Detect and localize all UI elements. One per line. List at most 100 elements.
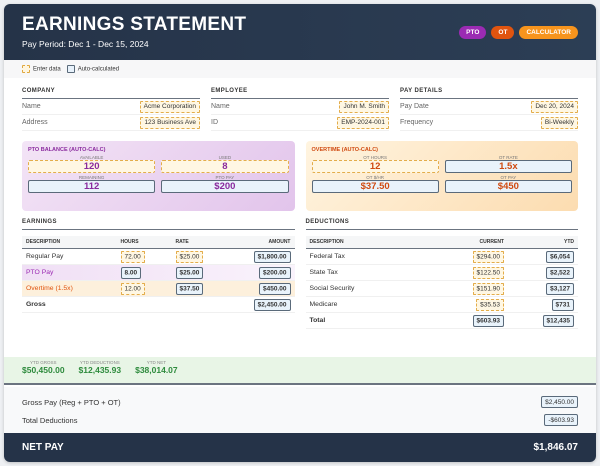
pto-remaining-label: REMAINING xyxy=(78,175,105,180)
gross-value: $2,450.00 xyxy=(253,298,291,311)
ytd-summary: YTD GROSS $50,450.00 YTD DEDUCTIONS $12,43… xyxy=(4,357,596,385)
ytd-deductions-label: YTD DEDUCTIONS xyxy=(79,360,120,365)
row-desc: Overtime (1.5x) xyxy=(26,285,73,292)
pto-pay-value: $200 xyxy=(161,180,289,193)
page-title: EARNINGS STATEMENT xyxy=(22,14,247,35)
ytd-gross-label: YTD GROSS xyxy=(30,360,57,365)
total-current-value: $603.93 xyxy=(472,314,504,327)
earnings-heading: EARNINGS xyxy=(22,219,295,230)
ot-rate-value: 1.5x xyxy=(444,160,572,173)
summary-deductions-value: -$603.93 xyxy=(544,414,578,426)
current-input[interactable]: $151.90 xyxy=(472,282,504,295)
overtime-panel: OVERTIME (AUTO-CALC) OT HOURS 12 OT RATE 1… xyxy=(305,141,578,211)
legend-enter: Enter data xyxy=(22,65,61,73)
current-input[interactable]: $122.50 xyxy=(472,266,504,279)
pay-details-section: PAY DETAILS Pay Date Dec 20, 2024 Frequen… xyxy=(400,88,578,131)
hours-input[interactable]: 72.00 xyxy=(120,250,145,263)
col-description: DESCRIPTION xyxy=(26,239,61,245)
employee-id-label: ID xyxy=(211,119,218,126)
ytd-net-value: $38,014.07 xyxy=(135,365,178,375)
legend-auto-label: Auto-calculated xyxy=(77,66,120,73)
employee-section: EMPLOYEE Name John M. Smith ID EMP-2024-00… xyxy=(211,88,389,131)
company-name-input[interactable]: Acme Corporation xyxy=(139,100,200,113)
pto-available-label: AVAILABLE xyxy=(79,155,104,160)
row-desc: State Tax xyxy=(309,269,338,276)
company-section: COMPANY Name Acme Corporation Address 123 … xyxy=(22,88,200,131)
auto-swatch-icon xyxy=(66,65,75,73)
header: EARNINGS STATEMENT Pay Period: Dec 1 - D… xyxy=(4,4,596,60)
deductions-heading: DEDUCTIONS xyxy=(305,219,578,230)
pay-period: Pay Period: Dec 1 - Dec 15, 2024 xyxy=(22,39,149,49)
row-desc: Regular Pay xyxy=(26,253,64,260)
amount-value: $200.00 xyxy=(259,266,291,279)
pto-pay-label: PTO PAY xyxy=(215,175,235,180)
col-amount: AMOUNT xyxy=(268,239,291,245)
company-heading: COMPANY xyxy=(22,88,200,99)
gross-row: Gross $2,450.00 xyxy=(22,297,295,313)
frequency-input[interactable]: Bi-Weekly xyxy=(540,116,578,129)
row-desc: Federal Tax xyxy=(309,253,345,260)
row-desc: Medicare xyxy=(309,301,338,308)
ot-rate-label: OT RATE xyxy=(498,155,518,160)
rate-value: $37.50 xyxy=(175,282,204,295)
ot-hours-label: OT HOURS xyxy=(363,155,387,160)
ytd-value: $3,127 xyxy=(546,282,574,295)
row-desc: Social Security xyxy=(309,285,355,292)
ytd-value: $731 xyxy=(551,298,574,311)
employee-name-input[interactable]: John M. Smith xyxy=(339,100,389,113)
earnings-statement: EARNINGS STATEMENT Pay Period: Dec 1 - D… xyxy=(4,4,596,462)
table-row: State Tax $122.50 $2,522 xyxy=(305,265,578,281)
pay-details-heading: PAY DETAILS xyxy=(400,88,578,99)
pto-available-input[interactable]: 120 xyxy=(28,160,156,173)
table-row: Federal Tax $294.00 $6,054 xyxy=(305,249,578,265)
company-name-label: Name xyxy=(22,103,41,110)
current-input[interactable]: $35.53 xyxy=(476,298,504,311)
net-pay-bar: NET PAY $1,846.07 xyxy=(4,433,596,462)
company-address-input[interactable]: 123 Business Ave xyxy=(140,116,200,129)
ot-hours-input[interactable]: 12 xyxy=(311,160,439,173)
table-row: Social Security $151.90 $3,127 xyxy=(305,281,578,297)
legend-enter-label: Enter data xyxy=(33,66,61,73)
ytd-value: $6,054 xyxy=(546,250,574,263)
summary-gross-value: $2,450.00 xyxy=(541,396,578,408)
col-hours: HOURS xyxy=(120,239,139,245)
hours-value: 8.00 xyxy=(120,266,142,279)
pto-badge: PTO xyxy=(459,26,487,39)
employee-name-label: Name xyxy=(211,103,230,110)
enter-swatch-icon xyxy=(22,65,30,73)
col-rate: RATE xyxy=(175,239,189,245)
pto-title: PTO BALANCE (AUTO-CALC) xyxy=(28,147,106,153)
pay-date-label: Pay Date xyxy=(400,103,429,110)
table-row: Overtime (1.5x) 12.00 $37.50 $450.00 xyxy=(22,281,295,297)
ytd-value: $2,522 xyxy=(546,266,574,279)
hours-input[interactable]: 12.00 xyxy=(120,282,145,295)
employee-heading: EMPLOYEE xyxy=(211,88,389,99)
current-input[interactable]: $294.00 xyxy=(472,250,504,263)
pto-used-input[interactable]: 8 xyxy=(161,160,289,173)
amount-value: $450.00 xyxy=(259,282,291,295)
pto-remaining-value: 112 xyxy=(28,180,156,193)
pay-date-input[interactable]: Dec 20, 2024 xyxy=(531,100,578,113)
col-ytd: YTD xyxy=(564,239,574,245)
company-address-label: Address xyxy=(22,119,48,126)
rate-input[interactable]: $25.00 xyxy=(175,250,204,263)
ot-pay-label: OT PAY xyxy=(500,175,517,180)
table-row: Medicare $35.53 $731 xyxy=(305,297,578,313)
ot-badge: OT xyxy=(491,26,515,39)
net-pay-label: NET PAY xyxy=(22,442,64,453)
pto-balance-panel: PTO BALANCE (AUTO-CALC) AVAILABLE 120 USE… xyxy=(22,141,295,211)
employee-id-input[interactable]: EMP-2024-001 xyxy=(337,116,389,129)
summary-deductions-label: Total Deductions xyxy=(22,415,78,425)
ytd-gross-value: $50,450.00 xyxy=(22,365,65,375)
ot-hr-label: OT $/HR xyxy=(366,175,384,180)
legend-auto: Auto-calculated xyxy=(66,65,120,73)
rate-value: $25.00 xyxy=(175,266,204,279)
table-row: PTO Pay 8.00 $25.00 $200.00 xyxy=(22,265,295,281)
gross-label: Gross xyxy=(26,301,46,308)
earnings-table: EARNINGS DESCRIPTION HOURS RATE AMOUNT Regu… xyxy=(22,219,295,329)
summary-gross-label: Gross Pay (Reg + PTO + OT) xyxy=(22,397,121,407)
net-pay-value: $1,846.07 xyxy=(533,442,579,453)
ytd-net-label: YTD NET xyxy=(146,360,166,365)
amount-value: $1,800.00 xyxy=(253,250,291,263)
pto-used-label: USED xyxy=(218,155,232,160)
